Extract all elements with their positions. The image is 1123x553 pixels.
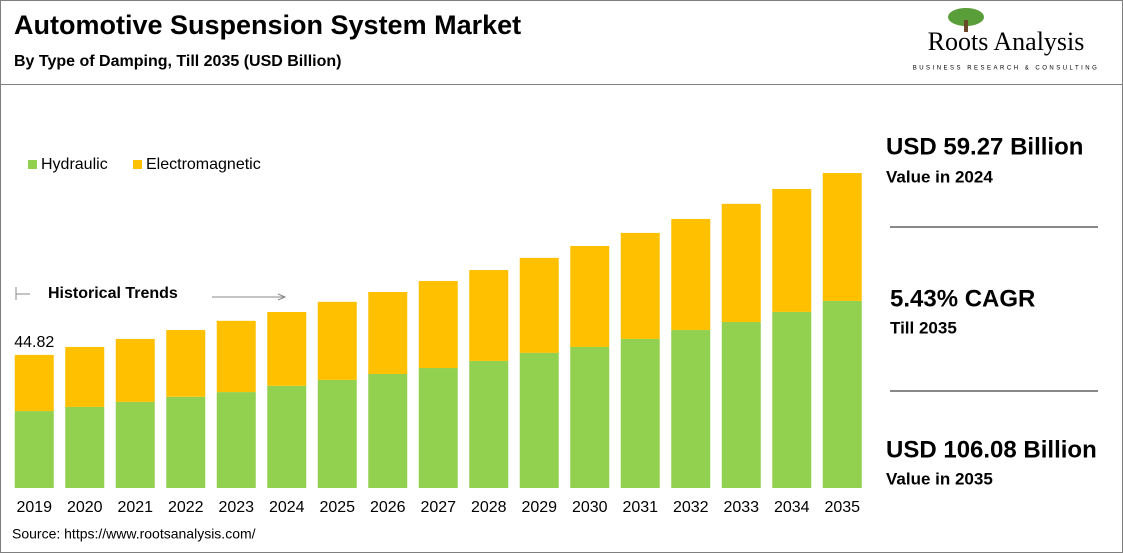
bar-segment <box>65 346 105 407</box>
bar-segment <box>216 320 256 393</box>
bar-segment <box>166 396 206 488</box>
bar-segment <box>822 300 862 488</box>
bar-segment <box>267 385 307 488</box>
legend-swatch <box>133 160 142 169</box>
bar-segment <box>570 346 610 488</box>
source: Source: https://www.rootsanalysis.com/ <box>12 526 256 542</box>
logo: Roots Analysis BUSINESS RESEARCH & CONSU… <box>913 8 1100 72</box>
x-tick-label: 2019 <box>16 499 52 516</box>
bar-segment <box>469 360 509 488</box>
bar-segment <box>368 292 408 374</box>
bar-segment <box>317 301 357 380</box>
bar-segment <box>14 411 54 488</box>
logo-name: Roots Analysis <box>928 27 1085 56</box>
x-tick-label: 2024 <box>269 499 305 516</box>
bar-segment <box>368 373 408 488</box>
annotation: Historical Trends <box>48 285 178 302</box>
bar-segment <box>671 330 711 488</box>
x-tick-label: 2032 <box>673 499 709 516</box>
bar-segment <box>317 379 357 488</box>
bar-segment <box>418 281 458 369</box>
x-tick-label: 2023 <box>218 499 254 516</box>
historical-trends: Historical Trends <box>15 285 287 302</box>
highlight-caption: Value in 2024 <box>886 167 993 186</box>
bar-segment <box>115 338 155 402</box>
bar-segment <box>166 330 206 397</box>
highlight-headline: 5.43% CAGR <box>890 285 1035 312</box>
legend-label: Electromagnetic <box>146 156 261 173</box>
bar-segment <box>418 368 458 488</box>
bar-segment <box>620 232 660 339</box>
bar-segment <box>570 245 610 347</box>
x-tick-label: 2034 <box>774 499 810 516</box>
bar-segment <box>772 188 812 312</box>
x-tick-label: 2030 <box>572 499 608 516</box>
highlight-caption: Till 2035 <box>890 318 957 337</box>
bar-segment <box>721 322 761 488</box>
legend-swatch <box>28 160 37 169</box>
chart-title: Automotive Suspension System Market <box>14 10 521 40</box>
bar-segment <box>14 354 54 412</box>
logo-tagline: BUSINESS RESEARCH & CONSULTING <box>913 66 1100 72</box>
highlight-caption: Value in 2035 <box>886 469 993 488</box>
bar-segment <box>519 352 559 488</box>
x-tick-label: 2021 <box>117 499 153 516</box>
trend-arrowhead <box>277 293 287 301</box>
x-tick-label: 2025 <box>319 499 355 516</box>
x-tick-label: 2026 <box>370 499 406 516</box>
bar-segment <box>671 218 711 331</box>
logo-trunk <box>964 20 968 32</box>
highlight-headline: USD 106.08 Billion <box>886 436 1097 463</box>
bar-segment <box>772 311 812 488</box>
bar-segment <box>267 312 307 386</box>
x-tick-label: 2035 <box>824 499 860 516</box>
bar-segment <box>620 338 660 488</box>
logo-tree <box>948 8 984 26</box>
bar-segment <box>519 257 559 353</box>
bar-segment <box>216 392 256 488</box>
bar-segment <box>721 203 761 323</box>
x-tick-label: 2029 <box>521 499 557 516</box>
x-tick-label: 2028 <box>471 499 507 516</box>
x-tick-label: 2027 <box>420 499 456 516</box>
legend-label: Hydraulic <box>41 156 108 173</box>
data-label: 44.82 <box>14 334 54 351</box>
highlight-headline: USD 59.27 Billion <box>886 133 1083 160</box>
bar-segment <box>65 406 105 488</box>
x-tick-label: 2022 <box>168 499 204 516</box>
x-tick-label: 2033 <box>723 499 759 516</box>
x-tick-label: 2031 <box>622 499 658 516</box>
bar-segment <box>115 401 155 488</box>
bar-segment <box>822 173 862 301</box>
bar-segment <box>469 270 509 361</box>
x-tick-label: 2020 <box>67 499 103 516</box>
chart-subtitle: By Type of Damping, Till 2035 (USD Billi… <box>14 53 341 70</box>
